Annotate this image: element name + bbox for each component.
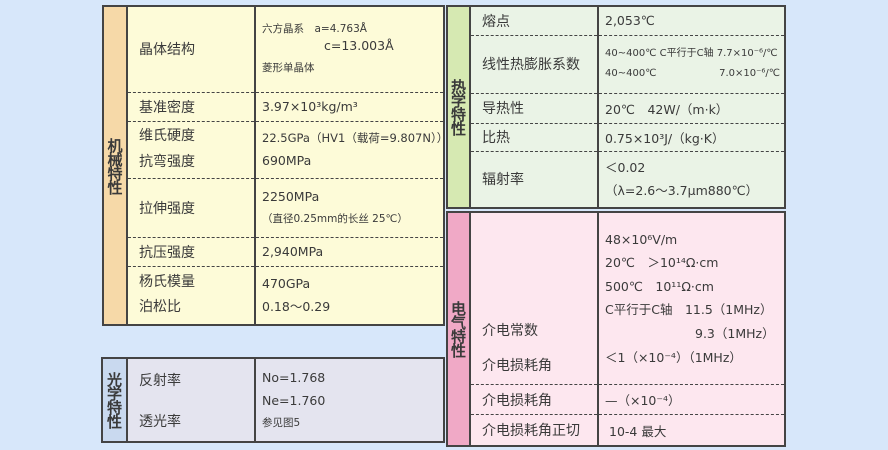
value: —（×10⁻⁴） (605, 393, 681, 409)
label: 抗压强度 (139, 244, 195, 261)
value: 2,940MPa (262, 244, 324, 259)
label: 抗弯强度 (139, 153, 195, 170)
mechanical-properties-table: 机械特性 晶体结构 六方晶系 a=4.763Å c=13.003Å 菱形单晶体 基准… (102, 5, 449, 326)
label: 介电损耗角 (482, 392, 552, 409)
value: Ne=1.760 (262, 393, 326, 409)
value: 3.97×10³kg/m³ (262, 99, 358, 114)
optical-properties-table: 光学特性 反射率透光率 No=1.768 Ne=1.760 参见图5 (101, 357, 445, 443)
value: 500℃ 10¹¹Ω·cm (605, 278, 714, 294)
label: 介电损耗角 (482, 358, 552, 375)
value: No=1.768 (262, 369, 326, 385)
value: 20℃ 42W/（m·k） (605, 101, 729, 117)
category-electrical: 电气特性 (447, 212, 470, 446)
value: 菱形单晶体 (262, 62, 315, 75)
value: 40~400℃ (605, 68, 657, 79)
value: 40~400℃ C平行于C轴 7.7×10⁻⁶/℃ (605, 47, 778, 59)
category-optical: 光学特性 (102, 358, 127, 442)
value: 690MPa (262, 152, 312, 168)
label: 拉伸强度 (139, 200, 195, 217)
thermal-properties-table: 热学特性 熔点 2,053℃ 线性热膨胀系数 40~400℃ C平行于C轴 7.7×… (446, 5, 786, 209)
value: 10-4 最大 (609, 423, 667, 439)
value: 2250MPa (262, 189, 320, 205)
label: 介电损耗角正切 (482, 423, 580, 440)
category-thermal: 热学特性 (447, 6, 470, 208)
value: 7.0×10⁻⁶/℃ (719, 68, 780, 79)
value: 参见图5 (262, 417, 301, 430)
value: 9.3（1MHz） (695, 326, 775, 342)
electrical-properties-table: 电气特性 介电常数介电损耗角 48×10⁶V/m 20℃ ＞10¹⁴Ω·cm 500… (446, 211, 786, 447)
label: 反射率 (139, 372, 181, 389)
label: 基准密度 (139, 99, 195, 116)
value: ＜1（×10⁻⁴）（1MHz） (605, 349, 742, 365)
value: （直径0.25mm的长丝 25℃） (262, 212, 408, 225)
value: （λ=2.6～3.7μm880℃） (605, 183, 759, 199)
label: 熔点 (482, 13, 510, 30)
value: 0.18～0.29 (262, 299, 331, 315)
label: 介电常数 (482, 322, 538, 339)
value: C平行于C轴 11.5（1MHz） (605, 302, 773, 318)
value-row: 40~400℃ 7.0×10⁻⁶/℃ (605, 64, 780, 85)
value: 2,053℃ (605, 13, 655, 29)
value: 0.75×10³J/（kg·K） (605, 130, 725, 146)
label: 辐射率 (482, 172, 524, 189)
label: 晶体结构 (139, 42, 195, 59)
label: 线性热膨胀系数 (482, 57, 580, 73)
value: 48×10⁶V/m (605, 231, 678, 247)
value: 20℃ ＞10¹⁴Ω·cm (605, 255, 719, 271)
value: 470GPa (262, 275, 311, 291)
label: 导热性 (482, 101, 524, 117)
label: 泊松比 (139, 299, 181, 316)
label: 维氏硬度 (139, 128, 195, 144)
value: ＜0.02 (605, 159, 646, 175)
value: 六方晶系 a=4.763Å (262, 23, 367, 36)
label: 透光率 (139, 414, 181, 430)
value: 22.5GPa（HV1（载荷=9.807N）） (262, 130, 449, 145)
label: 杨氏模量 (139, 273, 195, 290)
label: 比热 (482, 130, 510, 146)
category-mechanical: 机械特性 (103, 6, 127, 325)
value: c=13.003Å (324, 38, 394, 54)
